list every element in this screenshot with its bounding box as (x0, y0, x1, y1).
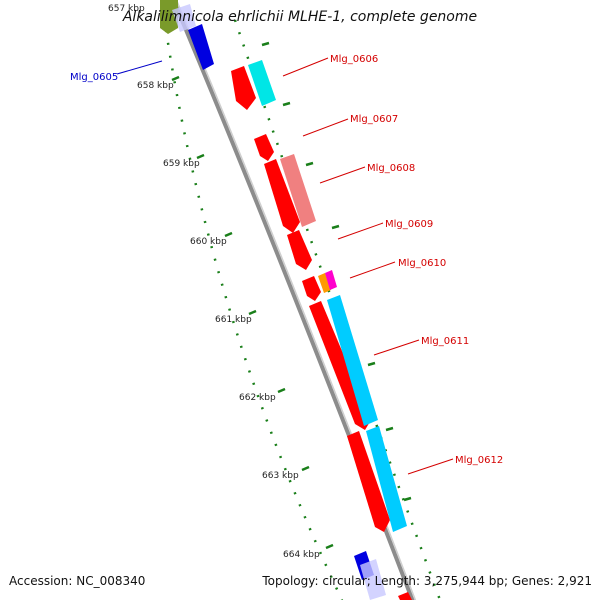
gene-label-mlg0605[interactable]: Mlg_0605 (70, 72, 118, 83)
gene-mlg0606-reverse (248, 60, 276, 106)
tick-label-659: 659 kbp (163, 159, 200, 169)
gene-mlg0607 (254, 134, 274, 161)
tick-label-658: 658 kbp (137, 81, 174, 91)
gene-label-mlg0609[interactable]: Mlg_0609 (385, 219, 433, 230)
gene-label-mlg0611[interactable]: Mlg_0611 (421, 336, 469, 347)
tick-label-663: 663 kbp (262, 471, 299, 481)
major-ticks (171, 75, 334, 550)
gene-mlg0612-reverse (366, 426, 407, 532)
gene-mlg0608-forward (264, 159, 300, 233)
gene-lavender-bottom (360, 559, 386, 600)
gene-labels: Mlg_0605 Mlg_0606 Mlg_0607 Mlg_0608 Mlg_… (70, 54, 503, 466)
tick-label-664: 664 kbp (283, 550, 320, 560)
gene-mlg0612-forward (347, 431, 390, 532)
gene-mlg0610-magenta (325, 270, 337, 290)
outer-major-ticks (261, 41, 412, 502)
tick-label-662: 662 kbp (239, 393, 276, 403)
accession-text: Accession: NC_008340 (9, 574, 146, 588)
gene-label-mlg0608[interactable]: Mlg_0608 (367, 163, 415, 174)
gene-label-mlg0612[interactable]: Mlg_0612 (455, 455, 503, 466)
gene-mlg0605 (188, 24, 214, 70)
map-title: Alkalilimnicola ehrlichii MLHE-1, comple… (122, 9, 478, 25)
gene-mlg0611-reverse (327, 295, 378, 426)
tick-label-660: 660 kbp (190, 237, 227, 247)
leader-lines (116, 57, 454, 475)
gene-label-mlg0606[interactable]: Mlg_0606 (330, 54, 378, 65)
tick-label-661: 661 kbp (215, 315, 252, 325)
gene-mlg0611-forward (309, 301, 371, 430)
gene-olive (160, 0, 178, 34)
gene-lavender-top (172, 4, 196, 32)
tick-labels: 657 kbp 658 kbp 659 kbp 660 kbp 661 kbp … (108, 4, 320, 560)
gene-mlg0606-forward (231, 66, 256, 110)
gene-mlg0609 (287, 230, 312, 270)
gene-label-mlg0607[interactable]: Mlg_0607 (350, 114, 398, 125)
gene-mlg0608-pink (280, 154, 316, 227)
gene-red-bottom (398, 592, 412, 600)
gene-mlg0610-orange (318, 273, 331, 293)
gene-label-mlg0610[interactable]: Mlg_0610 (398, 258, 446, 269)
tick-label-657: 657 kbp (108, 4, 145, 14)
genome-summary-text: Topology: circular; Length: 3,275,944 bp… (262, 574, 592, 588)
genes (160, 0, 412, 600)
gene-mlg0610-forward (302, 276, 321, 301)
